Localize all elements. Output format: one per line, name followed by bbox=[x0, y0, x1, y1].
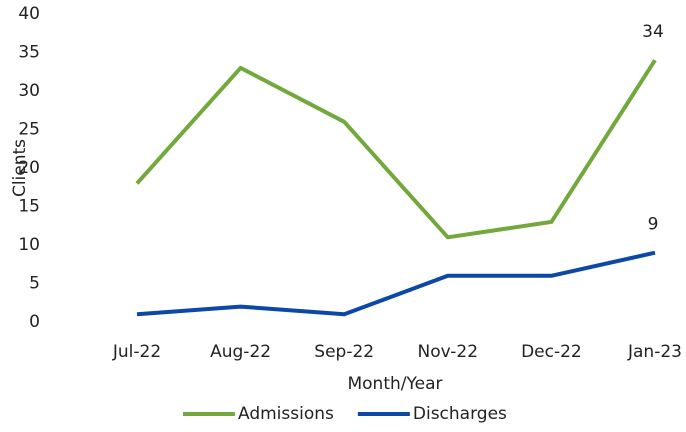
x-tick-label: Nov-22 bbox=[418, 342, 479, 362]
legend-label: Admissions bbox=[238, 404, 334, 424]
data-label: 34 bbox=[642, 22, 664, 42]
y-tick-label: 15 bbox=[18, 197, 40, 217]
series-line bbox=[135, 59, 657, 240]
data-label: 9 bbox=[648, 215, 659, 235]
y-tick-label: 5 bbox=[29, 274, 40, 294]
x-tick-label: Jan-23 bbox=[627, 342, 682, 362]
y-tick-label: 35 bbox=[18, 43, 40, 63]
x-tick-label: Aug-22 bbox=[210, 342, 271, 362]
x-tick-label: Jul-22 bbox=[112, 342, 161, 362]
series-line bbox=[136, 250, 656, 317]
y-tick-label: 30 bbox=[18, 81, 40, 101]
x-axis-title: Month/Year bbox=[347, 374, 442, 394]
x-tick-label: Sep-22 bbox=[314, 342, 374, 362]
y-tick-label: 40 bbox=[18, 4, 40, 24]
y-tick-label: 25 bbox=[18, 120, 40, 140]
y-axis-title: Clients bbox=[10, 139, 30, 197]
y-tick-label: 10 bbox=[18, 235, 40, 255]
x-tick-label: Dec-22 bbox=[521, 342, 582, 362]
y-tick-label: 20 bbox=[18, 158, 40, 178]
y-tick-label: 0 bbox=[29, 312, 40, 332]
legend-label: Discharges bbox=[413, 404, 507, 424]
